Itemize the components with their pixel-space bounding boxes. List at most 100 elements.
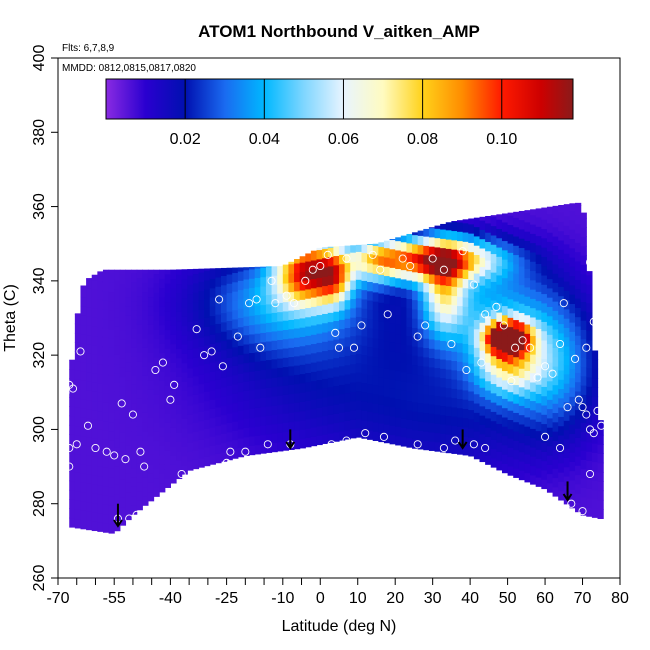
observation-point (132, 510, 141, 519)
heatmap-cell (91, 335, 98, 346)
heatmap-cell (552, 236, 559, 246)
heatmap-cell (355, 334, 363, 345)
heatmap-cell (209, 399, 216, 409)
heatmap-cell (575, 233, 582, 243)
heatmap-cell (457, 426, 464, 437)
heatmap-cell (355, 409, 363, 420)
heatmap-cell (490, 364, 497, 375)
heatmap-cell (237, 382, 245, 393)
heatmap-cell (260, 378, 267, 389)
heatmap-cell (187, 321, 194, 332)
heatmap-cell (97, 392, 104, 402)
heatmap-cell (412, 438, 419, 449)
heatmap-cell (153, 449, 160, 460)
heatmap-cell (524, 221, 531, 232)
heatmap-cell (147, 417, 155, 428)
heatmap-cell (86, 325, 93, 336)
heatmap-cell (428, 338, 436, 349)
heatmap-cell (479, 238, 486, 249)
heatmap-cell (350, 419, 357, 430)
heatmap-cell (299, 299, 306, 310)
heatmap-cell (114, 484, 121, 495)
heatmap-cell (97, 466, 104, 477)
heatmap-cell (518, 247, 526, 258)
x-tick-label: 0 (316, 590, 325, 607)
heatmap-cell (457, 342, 464, 353)
heatmap-cell (327, 405, 334, 415)
heatmap-cell (260, 304, 267, 315)
heatmap-cell (102, 439, 110, 450)
heatmap-cell (507, 270, 514, 281)
heatmap-cell (125, 417, 132, 428)
heatmap-cell (170, 297, 177, 308)
heatmap-cell (485, 259, 492, 270)
heatmap-cell (586, 432, 593, 443)
heatmap-cell (586, 460, 593, 471)
heatmap-cell (181, 279, 188, 289)
heatmap-cell (249, 305, 256, 316)
heatmap-cell (215, 444, 222, 454)
heatmap-cell (367, 318, 374, 329)
heatmap-cell (473, 328, 481, 339)
heatmap-cell (97, 438, 104, 449)
heatmap-cell (485, 250, 492, 261)
heatmap-cell (215, 351, 222, 362)
heatmap-cell (277, 432, 284, 443)
heatmap-cell (131, 365, 138, 376)
heatmap-cell (198, 392, 205, 403)
heatmap-cell (277, 376, 284, 387)
heatmap-cell (457, 259, 464, 269)
heatmap-cell (333, 329, 340, 340)
heatmap-cell (462, 306, 469, 317)
heatmap-cell (119, 283, 127, 294)
heatmap-cell (563, 204, 571, 208)
heatmap-cell (586, 451, 593, 462)
heatmap-cell (462, 296, 469, 307)
observation-point (200, 351, 209, 360)
observation-point (481, 443, 490, 453)
heatmap-cell (350, 363, 357, 374)
heatmap-cell (451, 276, 458, 287)
heatmap-cell (108, 477, 115, 488)
heatmap-cell (513, 245, 520, 256)
heatmap-cell (170, 371, 177, 382)
heatmap-cell (457, 231, 464, 242)
heatmap-cell (299, 401, 306, 412)
heatmap-cell (119, 497, 127, 508)
heatmap-cell (451, 304, 458, 315)
observation-point (439, 443, 448, 453)
heatmap-cell (209, 389, 216, 400)
observation-point (170, 380, 179, 389)
observation-point (323, 250, 332, 259)
heatmap-cell (153, 394, 160, 405)
heatmap-cell (108, 495, 115, 506)
heatmap-cell (232, 291, 239, 301)
heatmap-cell (226, 403, 233, 414)
heatmap-cell (119, 506, 127, 517)
heatmap-cell (114, 344, 121, 355)
heatmap-cell (546, 417, 554, 428)
heatmap-cell (501, 389, 509, 399)
observation-point (570, 354, 580, 363)
heatmap-cell (445, 359, 452, 370)
heatmap-cell (310, 436, 318, 447)
heatmap-cell (541, 219, 548, 230)
heatmap-cell (108, 273, 115, 283)
heatmap-cell (86, 418, 93, 429)
heatmap-cell (299, 317, 306, 328)
heatmap-cell (237, 298, 245, 309)
heatmap-cell (367, 337, 374, 348)
heatmap-cell (395, 268, 402, 279)
heatmap-cell (86, 334, 93, 345)
heatmap-cell (316, 323, 323, 334)
heatmap-cell (451, 434, 458, 445)
x-tick-label: 20 (386, 590, 404, 607)
heatmap-cell (209, 306, 216, 317)
heatmap-cell (254, 379, 261, 390)
heatmap-cell (367, 374, 374, 385)
y-tick-label: 340 (31, 267, 48, 294)
heatmap-cell (69, 499, 76, 510)
heatmap-cell (434, 311, 441, 322)
heatmap-cell (563, 308, 571, 319)
